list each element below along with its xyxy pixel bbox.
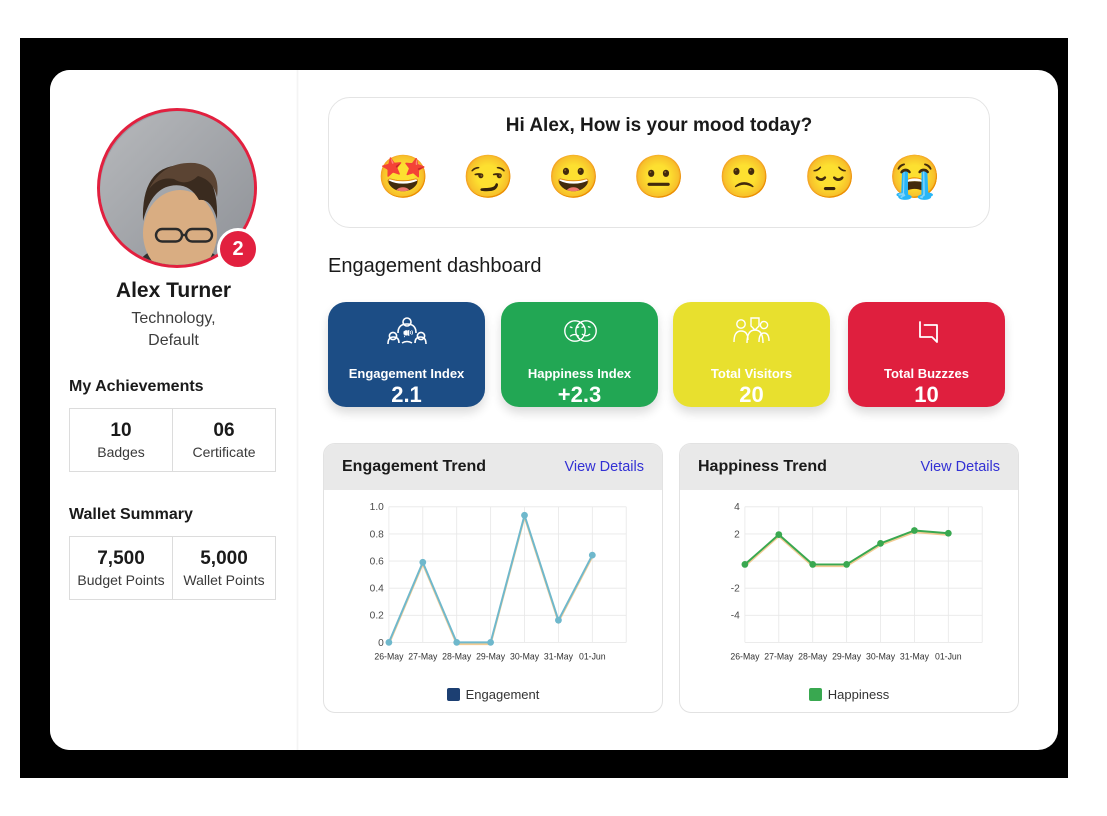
- svg-text:-2: -2: [731, 584, 740, 595]
- svg-text:0: 0: [378, 638, 384, 649]
- svg-text:0.2: 0.2: [370, 611, 384, 622]
- svg-text:2: 2: [734, 529, 740, 540]
- svg-text:0.8: 0.8: [370, 529, 384, 540]
- svg-text:-4: -4: [731, 611, 740, 622]
- svg-text:1.0: 1.0: [370, 502, 384, 513]
- svg-text:31-May: 31-May: [900, 651, 930, 661]
- svg-text:28-May: 28-May: [798, 651, 828, 661]
- svg-text:29-May: 29-May: [832, 651, 862, 661]
- svg-text:01-Jun: 01-Jun: [579, 651, 606, 661]
- svg-text:27-May: 27-May: [408, 651, 438, 661]
- svg-text:4: 4: [734, 502, 740, 513]
- svg-text:27-May: 27-May: [764, 651, 794, 661]
- svg-text:28-May: 28-May: [442, 651, 472, 661]
- svg-text:0.4: 0.4: [370, 584, 384, 595]
- svg-text:30-May: 30-May: [866, 651, 896, 661]
- svg-text:0.6: 0.6: [370, 556, 384, 567]
- svg-text:26-May: 26-May: [374, 651, 404, 661]
- svg-text:29-May: 29-May: [476, 651, 506, 661]
- svg-text:31-May: 31-May: [544, 651, 574, 661]
- svg-text:01-Jun: 01-Jun: [935, 651, 962, 661]
- svg-text:30-May: 30-May: [510, 651, 540, 661]
- svg-text:26-May: 26-May: [730, 651, 760, 661]
